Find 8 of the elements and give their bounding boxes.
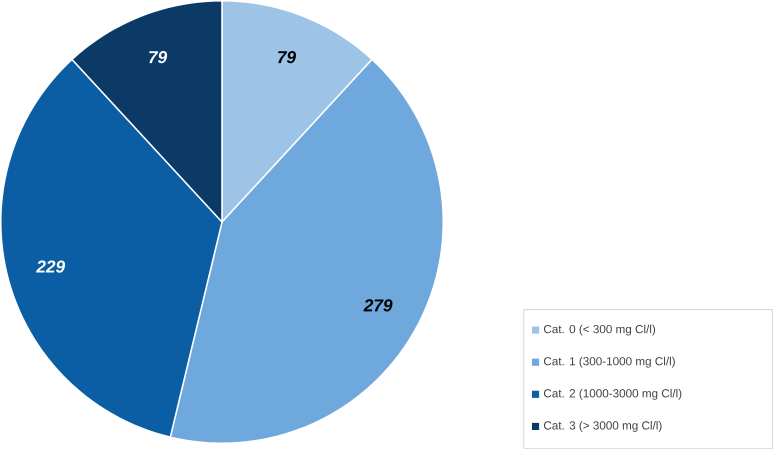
data-label: 229 [36,260,66,273]
legend-label: Cat. 0 (< 300 mg Cl/l) [544,324,656,336]
legend-label: Cat. 3 (> 3000 mg Cl/l) [544,421,662,432]
legend-label: Cat. 2 (1000-3000 mg Cl/l) [544,388,682,400]
data-label: 79 [149,51,168,64]
legend-label: Cat. 1 (300-1000 mg Cl/l) [544,356,675,368]
data-label: 279 [363,299,392,312]
data-label: 79 [278,51,296,64]
